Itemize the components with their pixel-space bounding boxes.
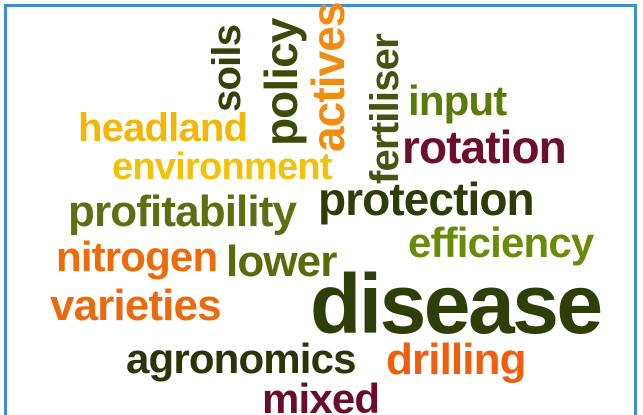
word-varieties: varieties <box>50 281 222 330</box>
word-rotation: rotation <box>402 121 567 173</box>
word-lower: lower <box>226 237 337 286</box>
word-mixed: mixed <box>262 375 380 415</box>
word-efficiency: efficiency <box>408 219 594 266</box>
word-input: input <box>408 77 507 124</box>
word-environment: environment <box>112 146 332 188</box>
word-drilling: drilling <box>386 335 527 384</box>
word-agronomics: agronomics <box>126 335 356 382</box>
word-headland: headland <box>78 106 248 150</box>
word-fertiliser: fertiliser <box>363 34 407 184</box>
word-protection: protection <box>318 173 535 225</box>
word-actives: actives <box>302 2 354 152</box>
word-nitrogen: nitrogen <box>56 233 218 280</box>
word-disease: disease <box>310 257 603 351</box>
word-cloud-frame <box>4 4 637 415</box>
word-soils: soils <box>205 24 249 112</box>
word-policy: policy <box>255 18 307 146</box>
word-profitability: profitability <box>68 187 297 236</box>
